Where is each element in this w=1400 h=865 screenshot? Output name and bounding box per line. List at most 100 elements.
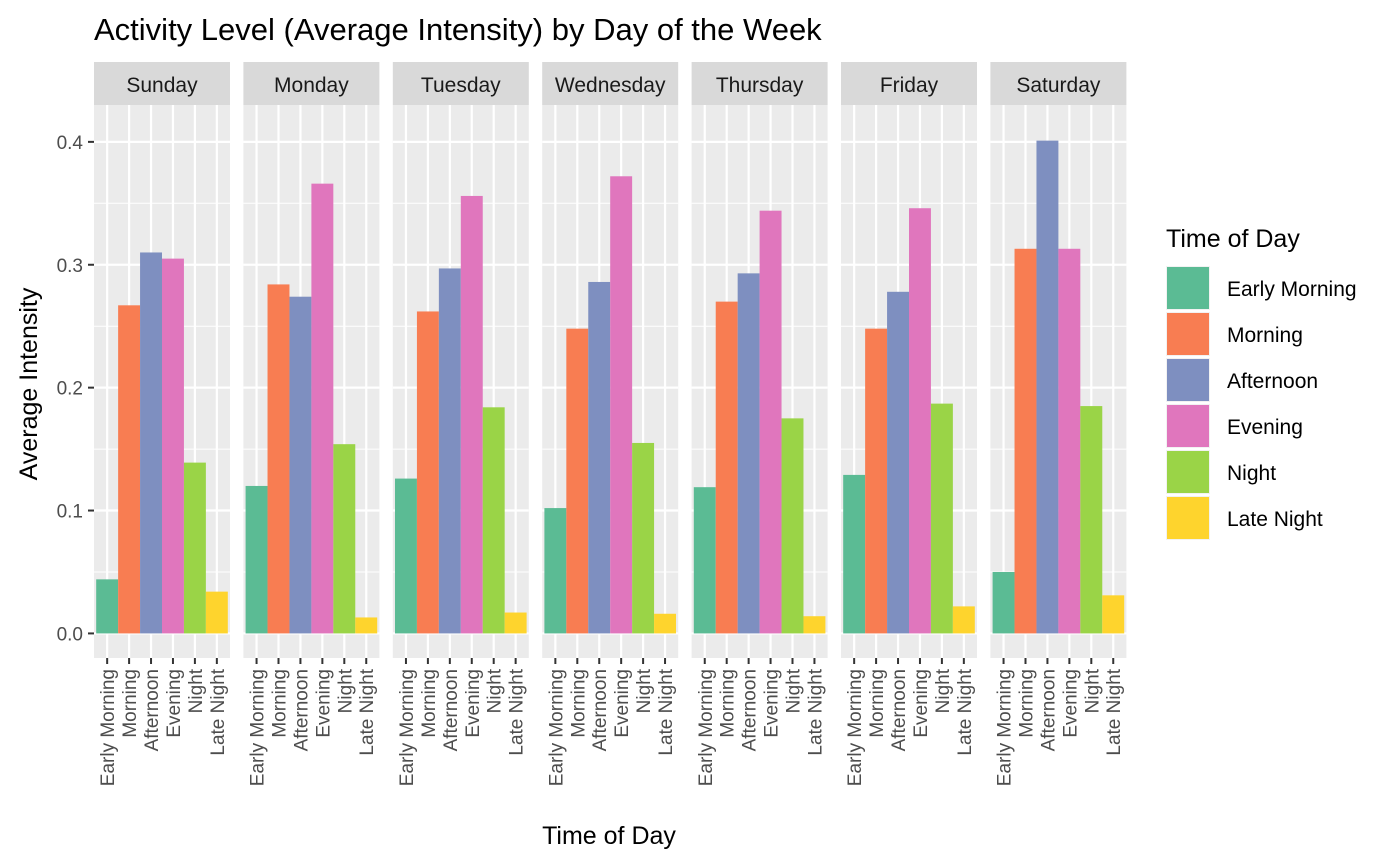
bar-monday-morning <box>267 284 290 634</box>
x-tick-label: Night <box>784 668 805 713</box>
x-tick-label: Morning <box>269 669 290 738</box>
bar-thursday-afternoon <box>737 273 760 634</box>
bar-friday-evening <box>909 208 931 634</box>
bar-wednesday-early-morning <box>544 508 567 634</box>
bar-tuesday-late-night <box>504 612 527 634</box>
bar-monday-night <box>333 444 356 634</box>
x-tick-label: Night <box>186 668 207 713</box>
facet-strip <box>841 62 977 105</box>
x-tick-label: Evening <box>911 669 932 738</box>
x-tick-label: Late Night <box>955 668 976 755</box>
legend-label: Afternoon <box>1227 370 1318 393</box>
legend-key-swatch <box>1167 267 1209 309</box>
bar-thursday-early-morning <box>693 487 716 634</box>
facet-strip-label: Thursday <box>716 74 804 97</box>
facet-strip-label: Sunday <box>126 74 198 97</box>
bar-saturday-afternoon <box>1036 140 1059 634</box>
x-tick-label: Night <box>485 668 506 713</box>
x-tick-label: Night <box>933 668 954 713</box>
bar-sunday-evening <box>162 258 184 634</box>
legend-key-swatch <box>1167 313 1209 355</box>
chart-title: Activity Level (Average Intensity) by Da… <box>94 12 822 47</box>
x-tick-label: Late Night <box>507 668 528 755</box>
bar-saturday-evening <box>1058 248 1081 634</box>
x-tick-label: Morning <box>1016 669 1037 738</box>
y-tick-label: 0.2 <box>57 379 83 400</box>
legend-label: Late Night <box>1227 508 1323 531</box>
bar-sunday-late-night <box>205 591 228 634</box>
facet-strip-label: Friday <box>880 74 939 97</box>
bar-saturday-early-morning <box>992 571 1015 634</box>
bar-wednesday-afternoon <box>588 281 611 634</box>
facet-panel-saturday: Saturday Early Morning Morning Afternoon Eve… <box>990 62 1127 786</box>
bar-sunday-afternoon <box>140 252 162 634</box>
bar-friday-afternoon <box>887 291 909 634</box>
bar-thursday-evening <box>759 210 782 634</box>
facet-panel-tuesday: Tuesday Early Morning Morning Afternoon Even… <box>392 62 529 786</box>
x-tick-label: Morning <box>120 669 141 738</box>
y-axis-title: Average Intensity <box>15 287 43 480</box>
x-tick-label: Early Morning <box>397 669 418 786</box>
legend-key-swatch <box>1167 497 1209 539</box>
bar-tuesday-early-morning <box>394 478 417 634</box>
x-tick-label: Early Morning <box>696 669 717 786</box>
legend-label: Morning <box>1227 324 1303 347</box>
x-tick-label: Morning <box>718 669 739 738</box>
bar-tuesday-night <box>482 407 505 634</box>
x-tick-label: Early Morning <box>98 669 119 786</box>
y-tick-label: 0.4 <box>57 133 84 154</box>
legend-key-swatch <box>1167 359 1209 401</box>
facet-panel-sunday: Sunday Early Morning Morning Afternoon Eveni… <box>94 62 230 786</box>
x-tick-label: Afternoon <box>590 669 611 751</box>
y-tick-label: 0.1 <box>57 502 83 523</box>
facet-panel-monday: Monday Early Morning Morning Afternoon Eveni… <box>243 62 380 786</box>
y-tick-label: 0.3 <box>57 256 83 277</box>
bar-thursday-morning <box>715 301 738 634</box>
x-tick-label: Night <box>634 668 655 713</box>
bar-monday-late-night <box>355 617 378 634</box>
x-tick-label: Early Morning <box>845 669 866 786</box>
x-tick-label: Afternoon <box>291 669 312 751</box>
facet-panel-thursday: Thursday Early Morning Morning Afternoon Eve… <box>691 62 828 786</box>
facet-strip <box>542 62 679 105</box>
x-axis-title: Time of Day <box>542 822 676 850</box>
legend-label: Night <box>1227 462 1276 485</box>
y-tick-label: 0.0 <box>57 624 83 645</box>
bar-sunday-morning <box>118 305 141 634</box>
bar-friday-morning <box>865 328 888 634</box>
x-tick-label: Late Night <box>357 668 378 755</box>
legend: Time of Day Early Morning Morning Afternoo… <box>1166 225 1357 540</box>
x-tick-label: Morning <box>867 669 888 738</box>
legend-title: Time of Day <box>1166 225 1300 253</box>
bar-wednesday-morning <box>566 328 589 634</box>
legend-key-swatch <box>1167 451 1209 493</box>
bar-wednesday-night <box>632 442 655 634</box>
x-tick-label: Evening <box>313 669 334 738</box>
bar-wednesday-late-night <box>654 613 677 634</box>
facet-strip <box>243 62 380 105</box>
x-tick-label: Afternoon <box>889 669 910 751</box>
bar-friday-early-morning <box>843 474 866 634</box>
facet-strip <box>94 62 230 105</box>
facet-strip-label: Wednesday <box>555 74 666 97</box>
x-tick-label: Night <box>335 668 356 713</box>
bar-saturday-night <box>1080 406 1103 634</box>
facet-panel-friday: Friday Early Morning Morning Afternoon Eveni… <box>841 62 977 786</box>
bar-monday-afternoon <box>289 296 312 634</box>
x-tick-label: Early Morning <box>546 669 567 786</box>
bar-wednesday-evening <box>610 176 633 634</box>
facet-strip-label: Monday <box>274 74 349 97</box>
x-tick-label: Evening <box>463 669 484 738</box>
bar-sunday-early-morning <box>96 579 119 634</box>
legend-label: Evening <box>1227 416 1303 439</box>
bar-saturday-morning <box>1014 248 1037 634</box>
x-tick-label: Night <box>1082 668 1103 713</box>
x-tick-label: Evening <box>164 669 185 738</box>
facet-strip <box>990 62 1127 105</box>
bar-saturday-late-night <box>1102 595 1125 634</box>
x-tick-label: Late Night <box>805 668 826 755</box>
x-tick-label: Early Morning <box>248 669 269 786</box>
bar-tuesday-afternoon <box>438 268 461 634</box>
x-tick-label: Afternoon <box>441 669 462 751</box>
